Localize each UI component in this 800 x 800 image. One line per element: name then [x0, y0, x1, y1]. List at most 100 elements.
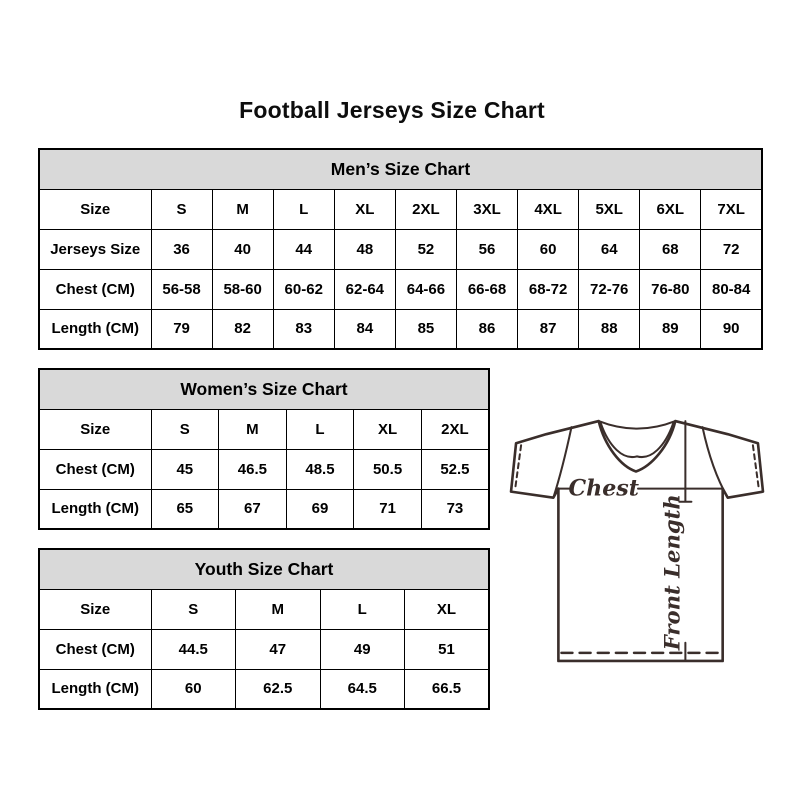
value-cell: 48	[333, 228, 396, 270]
mens-size-table: Men’s Size Chart Size S M L XL 2XL 3XL 4XL 5XL 6XL…	[38, 148, 763, 350]
value-cell: 56	[455, 228, 519, 270]
value-cell: 66-68	[455, 268, 519, 310]
value-cell: 46.5	[218, 448, 287, 490]
value-cell: 60	[150, 668, 236, 710]
value-cell: 44	[272, 228, 335, 270]
collar-back-line	[597, 420, 677, 430]
value-cell: 72	[700, 228, 763, 270]
value-cell: 84	[333, 308, 396, 350]
table-row: Length (CM) 60 62.5 64.5 66.5	[38, 668, 490, 710]
value-cell: 67	[218, 488, 287, 530]
value-cell: S	[150, 408, 220, 450]
value-cell: 69	[285, 488, 355, 530]
youth-table-title: Youth Size Chart	[38, 548, 490, 590]
table-row: Length (CM) 65 67 69 71 73	[38, 488, 490, 530]
womens-size-table: Women’s Size Chart Size S M L XL 2XL Chest (CM)…	[38, 368, 490, 530]
value-cell: 85	[394, 308, 457, 350]
value-cell: 56-58	[150, 268, 213, 310]
value-cell: 60-62	[272, 268, 335, 310]
value-cell: L	[319, 588, 405, 630]
collar-inner-line	[599, 422, 675, 459]
row-label-cell: Length (CM)	[38, 308, 152, 350]
value-cell: 62.5	[235, 668, 321, 710]
value-cell: 72-76	[578, 268, 641, 310]
value-cell: 5XL	[578, 188, 641, 230]
value-cell: 82	[211, 308, 274, 350]
value-cell: 58-60	[211, 268, 274, 310]
womens-table-title: Women’s Size Chart	[38, 368, 490, 410]
value-cell: 51	[404, 628, 490, 670]
jersey-outline-icon: Chest Front Length	[509, 419, 765, 663]
table-row: Size S M L XL 2XL 3XL 4XL 5XL 6XL 7XL	[38, 188, 763, 230]
jersey-measurement-diagram: Chest Front Length	[508, 414, 766, 666]
table-row: Size S M L XL 2XL	[38, 408, 490, 450]
row-label-cell: Jerseys Size	[38, 228, 152, 270]
row-label-cell: Chest (CM)	[38, 628, 152, 670]
value-cell: 76-80	[639, 268, 702, 310]
value-cell: 89	[639, 308, 702, 350]
value-cell: 4XL	[517, 188, 580, 230]
row-label-cell: Size	[38, 588, 152, 630]
value-cell: 52.5	[420, 448, 490, 490]
value-cell: 62-64	[333, 268, 396, 310]
value-cell: 45	[150, 448, 220, 490]
front-length-measure-line	[678, 420, 693, 661]
value-cell: 50.5	[353, 448, 422, 490]
value-cell: 2XL	[420, 408, 490, 450]
value-cell: 86	[455, 308, 519, 350]
value-cell: XL	[353, 408, 422, 450]
value-cell: 44.5	[150, 628, 236, 670]
value-cell: 83	[272, 308, 335, 350]
value-cell: 68-72	[517, 268, 580, 310]
row-label-cell: Length (CM)	[38, 668, 152, 710]
value-cell: 88	[578, 308, 641, 350]
table-row: Size S M L XL	[38, 588, 490, 630]
left-cuff-dashed-line	[514, 444, 523, 491]
value-cell: 64.5	[319, 668, 405, 710]
right-armhole-seam	[701, 426, 729, 499]
value-cell: 47	[235, 628, 321, 670]
value-cell: 2XL	[394, 188, 457, 230]
value-cell: 40	[211, 228, 274, 270]
row-label-cell: Size	[38, 188, 152, 230]
value-cell: 64-66	[394, 268, 457, 310]
value-cell: 65	[150, 488, 220, 530]
left-armhole-seam	[552, 426, 573, 499]
value-cell: 64	[578, 228, 641, 270]
value-cell: 7XL	[700, 188, 763, 230]
value-cell: M	[211, 188, 274, 230]
page-title: Football Jerseys Size Chart	[239, 97, 545, 123]
value-cell: 87	[517, 308, 580, 350]
value-cell: S	[150, 588, 236, 630]
row-label-cell: Chest (CM)	[38, 448, 152, 490]
value-cell: 68	[639, 228, 702, 270]
row-label-cell: Size	[38, 408, 152, 450]
table-row: Chest (CM) 56-58 58-60 60-62 62-64 64-66 66-68…	[38, 268, 763, 310]
table-row: Chest (CM) 45 46.5 48.5 50.5 52.5	[38, 448, 490, 490]
value-cell: XL	[333, 188, 396, 230]
table-row: Length (CM) 79 82 83 84 85 86 87 88 89 90	[38, 308, 763, 350]
value-cell: 66.5	[404, 668, 490, 710]
value-cell: 73	[420, 488, 490, 530]
value-cell: 3XL	[455, 188, 519, 230]
table-row: Chest (CM) 44.5 47 49 51	[38, 628, 490, 670]
value-cell: 52	[394, 228, 457, 270]
value-cell: 80-84	[700, 268, 763, 310]
value-cell: 90	[700, 308, 763, 350]
value-cell: 60	[517, 228, 580, 270]
front-length-label: Front Length	[659, 494, 684, 651]
table-row: Jerseys Size 36 40 44 48 52 56 60 64 68 72	[38, 228, 763, 270]
value-cell: 48.5	[285, 448, 355, 490]
right-cuff-dashed-line	[751, 444, 760, 491]
value-cell: 49	[319, 628, 405, 670]
value-cell: 36	[150, 228, 213, 270]
value-cell: 71	[353, 488, 422, 530]
value-cell: S	[150, 188, 213, 230]
value-cell: L	[285, 408, 355, 450]
jersey-silhouette	[509, 419, 765, 663]
mens-table-title: Men’s Size Chart	[38, 148, 763, 190]
chest-label: Chest	[568, 476, 639, 502]
youth-size-table: Youth Size Chart Size S M L XL Chest (CM) 44.5 4…	[38, 548, 490, 710]
value-cell: XL	[404, 588, 490, 630]
